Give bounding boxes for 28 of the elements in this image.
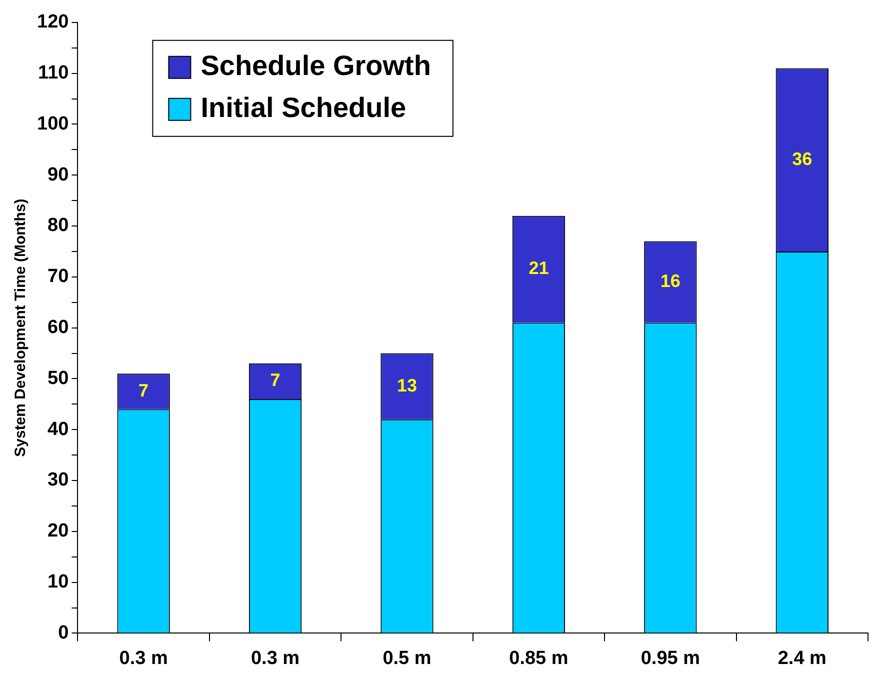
data-label: 16 — [660, 270, 680, 291]
x-tick-label: 0.85 m — [509, 648, 568, 669]
legend-label: Initial Schedule — [200, 92, 406, 124]
x-tick-label: 0.3 m — [119, 648, 168, 669]
y-tick-label: 40 — [48, 418, 69, 440]
y-tick-label: 110 — [38, 62, 69, 84]
data-label: 7 — [270, 370, 280, 390]
y-tick-label: 70 — [48, 266, 69, 288]
y-tick-label: 20 — [48, 520, 69, 542]
y-tick-label: 30 — [48, 470, 69, 491]
y-tick-label: 50 — [48, 368, 69, 389]
data-label: 13 — [396, 375, 418, 396]
y-tick-label: 120 — [37, 12, 69, 33]
x-tick-label: 0.5 m — [382, 648, 432, 669]
data-label: 36 — [792, 148, 812, 169]
y-tick-label: 0 — [58, 622, 69, 644]
x-tick-label: 2.4 m — [778, 648, 826, 669]
y-tick-label: 10 — [48, 572, 69, 593]
y-tick-label: 90 — [48, 164, 69, 186]
y-tick-label: 60 — [48, 317, 69, 338]
x-tick-label: 0.95 m — [640, 648, 700, 669]
data-label: 21 — [528, 258, 549, 278]
y-tick-label: 100 — [37, 113, 69, 134]
y-axis-title: System Development Time (Months) — [12, 198, 30, 457]
x-tick-label: 0.3 m — [250, 648, 300, 669]
data-label: 7 — [138, 380, 149, 400]
legend-label: Schedule Growth — [200, 50, 431, 82]
y-tick-label: 80 — [48, 215, 69, 236]
